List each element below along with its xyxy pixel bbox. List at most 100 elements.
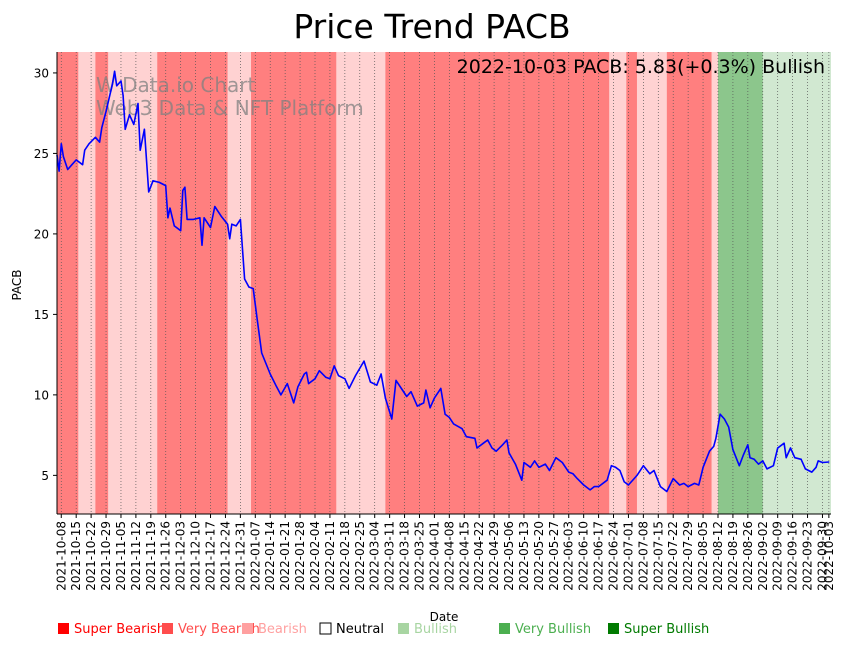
x-tick-label: 2022-04-29 <box>487 521 501 591</box>
price-point <box>84 149 86 151</box>
price-point <box>429 407 431 409</box>
price-point <box>448 416 450 419</box>
price-point <box>220 215 222 217</box>
x-tick-label: 2022-05-06 <box>502 521 516 591</box>
y-tick-label: 20 <box>34 227 49 241</box>
price-point <box>521 479 523 481</box>
price-point <box>180 230 182 232</box>
price-point <box>583 484 585 486</box>
legend-label: Super Bullish <box>624 622 709 637</box>
price-point <box>817 460 819 462</box>
x-tick-label: 2022-09-30 <box>815 521 829 591</box>
price-point <box>757 463 760 465</box>
price-point <box>753 458 755 460</box>
price-point <box>71 164 73 166</box>
price-point <box>461 428 463 430</box>
price-point <box>286 383 288 385</box>
sentiment-band <box>609 52 627 514</box>
price-point <box>440 387 442 390</box>
price-point <box>529 466 531 468</box>
x-tick-label: 2022-07-29 <box>681 521 695 591</box>
price-point <box>561 461 563 464</box>
price-point <box>226 223 229 225</box>
price-point <box>800 458 802 460</box>
price-point <box>318 370 320 372</box>
x-tick-label: 2022-07-01 <box>621 521 635 591</box>
legend-swatch <box>499 623 510 634</box>
legend-swatch <box>162 623 173 634</box>
x-tick-label: 2021-10-08 <box>54 521 68 591</box>
y-tick-label: 15 <box>34 308 49 322</box>
price-point <box>683 482 685 485</box>
x-tick-label: 2022-08-12 <box>711 521 725 591</box>
price-point <box>116 85 118 87</box>
price-point <box>708 450 711 452</box>
price-point <box>523 461 525 464</box>
sentiment-band <box>626 52 637 514</box>
y-tick-label: 5 <box>41 469 49 483</box>
price-point <box>133 123 135 126</box>
price-point <box>308 383 310 385</box>
price-point <box>376 384 378 386</box>
price-point <box>88 143 90 145</box>
price-point <box>354 374 357 377</box>
x-tick-label: 2022-02-04 <box>308 521 322 591</box>
x-tick-label: 2022-01-14 <box>263 521 277 591</box>
x-tick-label: 2022-08-26 <box>741 521 755 591</box>
price-point <box>619 469 621 472</box>
price-point <box>244 278 246 280</box>
price-point <box>139 149 141 151</box>
price-point <box>148 191 150 193</box>
price-point <box>495 450 497 452</box>
legend-swatch <box>608 623 619 634</box>
price-point <box>508 452 510 454</box>
x-tick-label: 2022-09-02 <box>756 521 770 591</box>
price-point <box>105 110 107 113</box>
price-point <box>653 469 655 472</box>
chart-title: Price Trend PACB <box>293 7 570 46</box>
price-point <box>167 217 169 219</box>
price-point <box>152 180 154 182</box>
price-point <box>229 238 231 240</box>
price-point <box>474 437 476 439</box>
price-point <box>615 466 617 468</box>
price-point <box>666 490 668 493</box>
x-tick-label: 2022-07-08 <box>636 521 650 591</box>
latest-price-annotation: 2022-10-03 PACB: 5.83(+0.3%) Bullish <box>457 56 825 78</box>
price-point <box>623 481 625 483</box>
price-point <box>344 378 346 380</box>
x-tick-label: 2022-02-18 <box>338 521 352 591</box>
x-tick-label: 2021-12-24 <box>218 521 232 591</box>
price-point <box>201 244 203 246</box>
sentiment-band <box>108 52 158 514</box>
price-point <box>679 484 681 486</box>
price-point <box>642 465 644 467</box>
x-tick-label: 2022-04-01 <box>427 521 441 591</box>
x-tick-label: 2022-06-03 <box>562 521 576 591</box>
price-point <box>811 471 813 473</box>
price-point <box>184 186 186 188</box>
x-tick-label: 2022-06-17 <box>592 521 606 591</box>
price-point <box>416 405 418 407</box>
price-point <box>815 466 817 468</box>
price-point <box>401 389 404 391</box>
price-point <box>482 442 485 444</box>
x-tick-label: 2021-10-22 <box>84 521 98 591</box>
price-point <box>391 418 393 420</box>
sentiment-band <box>251 52 337 514</box>
x-tick-label: 2022-07-22 <box>666 521 680 591</box>
x-axis-label: Date <box>430 610 459 624</box>
price-point <box>538 466 540 468</box>
price-point <box>491 447 493 449</box>
price-point <box>239 218 241 221</box>
x-tick-label: 2022-04-22 <box>472 521 486 591</box>
price-point <box>487 439 489 441</box>
sentiment-band <box>57 52 79 514</box>
x-tick-label: 2022-03-25 <box>412 521 426 591</box>
sentiment-band <box>385 52 610 514</box>
price-point <box>199 217 201 219</box>
legend-label: Very Bullish <box>515 622 591 637</box>
price-point <box>75 159 77 161</box>
price-point <box>444 413 446 415</box>
